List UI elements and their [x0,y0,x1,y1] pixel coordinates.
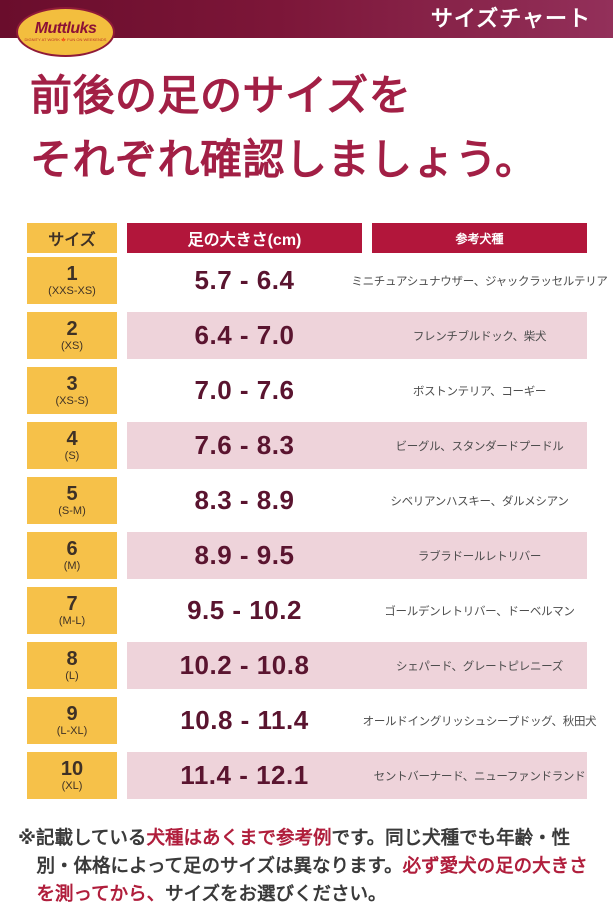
size-table-rows: 1 (XXS-XS) 5.7 - 6.4 ミニチュアシュナウザー、ジャックラッセルテリ… [27,257,608,799]
breeds-cell: ボストンテリア、コーギー [412,385,547,398]
row-band: 10.2 - 10.8 シェパード、グレートピレニーズ [127,642,587,689]
table-header-row: サイズ 足の大きさ(cm) 参考犬種 [27,223,587,253]
size-number: 10 [60,758,84,780]
table-row: 8 (L) 10.2 - 10.8 シェパード、グレートピレニーズ [27,642,587,689]
size-range-label: (XS-S) [55,395,89,407]
table-row: 5 (S-M) 8.3 - 8.9 シベリアンハスキー、ダルメシアン [27,477,587,524]
size-cell: 1 (XXS-XS) [27,257,117,304]
table-row: 1 (XXS-XS) 5.7 - 6.4 ミニチュアシュナウザー、ジャックラッセルテリ… [27,257,608,304]
size-number: 5 [66,483,78,505]
table-row: 9 (L-XL) 10.8 - 11.4 オールドイングリッシュシープドッグ、秋田犬 [27,697,597,744]
size-range-label: (XL) [61,780,83,792]
column-header-size: サイズ [27,223,117,253]
size-range-label: (L) [65,670,79,682]
foot-size-cell: 9.5 - 10.2 [187,595,302,625]
muttluks-logo: Muttluks DIGNITY AT WORK 🍁 FUN ON WEEKEN… [16,7,115,57]
size-cell: 2 (XS) [27,312,117,359]
size-number: 9 [66,703,78,725]
size-number: 1 [66,263,78,285]
size-range-label: (S-M) [58,505,86,517]
main-heading-line1: 前後の足のサイズを [30,72,412,119]
row-band: 7.0 - 7.6 ボストンテリア、コーギー [127,367,587,414]
foot-size-cell: 11.4 - 12.1 [180,760,309,790]
size-cell: 9 (L-XL) [27,697,117,744]
size-cell: 3 (XS-S) [27,367,117,414]
table-row: 6 (M) 8.9 - 9.5 ラブラドールレトリバー [27,532,587,579]
size-range-label: (XXS-XS) [48,285,96,297]
size-range-label: (M) [63,560,81,572]
size-number: 8 [66,648,78,670]
note-red-segment-1: 犬種はあくまで参考例 [146,827,332,848]
table-row: 2 (XS) 6.4 - 7.0 フレンチブルドック、柴犬 [27,312,587,359]
size-number: 6 [66,538,78,560]
breeds-cell: セントバーナード、ニューファンドランド [373,770,586,783]
size-number: 2 [66,318,78,340]
breeds-cell: フレンチブルドック、柴犬 [412,330,547,343]
size-range-label: (S) [64,450,80,462]
size-cell: 8 (L) [27,642,117,689]
foot-size-cell: 7.0 - 7.6 [194,375,295,405]
disclaimer-note: ※記載している犬種はあくまで参考例です。同じ犬種でも年齢・性別・体格によって足の… [18,824,598,908]
size-cell: 10 (XL) [27,752,117,799]
size-cell: 6 (M) [27,532,117,579]
foot-size-cell: 10.8 - 11.4 [180,705,309,735]
size-cell: 4 (S) [27,422,117,469]
breeds-cell: オールドイングリッシュシープドッグ、秋田犬 [362,715,597,728]
row-band: 6.4 - 7.0 フレンチブルドック、柴犬 [127,312,587,359]
row-band: 8.3 - 8.9 シベリアンハスキー、ダルメシアン [127,477,587,524]
size-number: 7 [66,593,78,615]
size-number: 3 [66,373,78,395]
row-band: 9.5 - 10.2 ゴールデンレトリバー、ドーベルマン [127,587,587,634]
row-band: 7.6 - 8.3 ビーグル、スタンダードプードル [127,422,587,469]
row-band: 11.4 - 12.1 セントバーナード、ニューファンドランド [127,752,587,799]
size-range-label: (L-XL) [56,725,88,737]
foot-size-cell: 8.3 - 8.9 [194,485,295,515]
size-chart-table: サイズ 足の大きさ(cm) 参考犬種 1 (XXS-XS) 5.7 - 6.4 ミニチ… [27,223,608,807]
foot-size-cell: 8.9 - 9.5 [194,540,295,570]
size-number: 4 [66,428,78,450]
note-red-segment-2: 必ず愛犬の足の大きさを測ってから、 [36,855,588,904]
size-cell: 7 (M-L) [27,587,117,634]
main-heading-line2: それぞれ確認しましょう。 [30,136,538,183]
breeds-cell: ゴールデンレトリバー、ドーベルマン [384,605,575,618]
size-range-label: (M-L) [58,615,86,627]
size-cell: 5 (S-M) [27,477,117,524]
table-row: 3 (XS-S) 7.0 - 7.6 ボストンテリア、コーギー [27,367,587,414]
breeds-cell: ラブラドールレトリバー [417,550,542,563]
row-band: 8.9 - 9.5 ラブラドールレトリバー [127,532,587,579]
row-band: 5.7 - 6.4 ミニチュアシュナウザー、ジャックラッセルテリア [127,257,608,304]
foot-size-cell: 5.7 - 6.4 [194,265,295,295]
foot-size-cell: 6.4 - 7.0 [194,320,295,350]
logo-tagline: DIGNITY AT WORK 🍁 FUN ON WEEKENDS [24,37,107,42]
breeds-cell: ビーグル、スタンダードプードル [395,440,564,453]
breeds-cell: シェパード、グレートピレニーズ [396,660,563,673]
table-row: 4 (S) 7.6 - 8.3 ビーグル、スタンダードプードル [27,422,587,469]
main-heading: 前後の足のサイズを それぞれ確認しましょう。 [30,64,537,192]
column-header-foot-size: 足の大きさ(cm) [127,223,362,253]
note-suffix: サイズをお選びください。 [165,883,387,904]
foot-size-cell: 7.6 - 8.3 [194,430,295,460]
note-prefix: ※記載している [18,827,147,848]
breeds-cell: シベリアンハスキー、ダルメシアン [390,495,569,508]
foot-size-cell: 10.2 - 10.8 [179,650,310,680]
table-row: 10 (XL) 11.4 - 12.1 セントバーナード、ニューファンドランド [27,752,587,799]
breeds-cell: ミニチュアシュナウザー、ジャックラッセルテリア [351,275,608,288]
logo-wordmark: Muttluks [34,20,97,37]
table-row: 7 (M-L) 9.5 - 10.2 ゴールデンレトリバー、ドーベルマン [27,587,587,634]
column-header-breeds: 参考犬種 [372,223,587,253]
size-range-label: (XS) [61,340,83,352]
row-band: 10.8 - 11.4 オールドイングリッシュシープドッグ、秋田犬 [127,697,597,744]
page-title: サイズチャート [430,6,591,31]
note-mid: です。同じ犬種でも年齢・性別・体格によって足のサイズは異なります。 [36,827,571,876]
